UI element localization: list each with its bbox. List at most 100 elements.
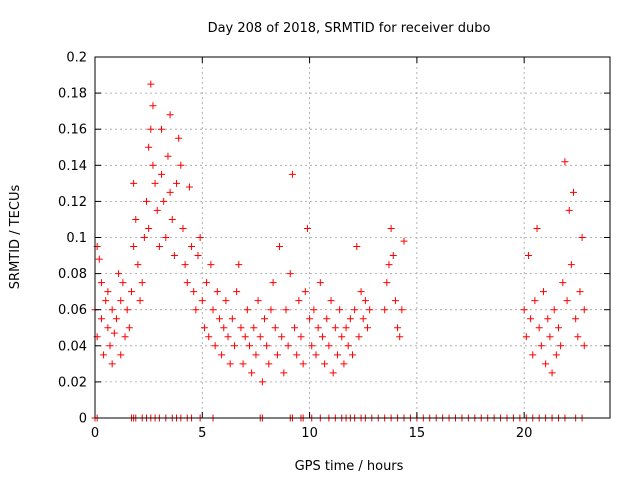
data-point	[535, 324, 543, 332]
data-point	[316, 279, 324, 287]
data-point	[555, 324, 562, 332]
data-point	[177, 161, 185, 169]
data-point	[205, 333, 213, 341]
data-point	[346, 315, 354, 323]
data-point	[147, 80, 155, 88]
data-point	[353, 243, 361, 251]
data-point	[284, 342, 292, 350]
plot-frame	[94, 56, 611, 419]
data-point	[140, 234, 148, 241]
data-point	[318, 333, 326, 341]
data-point	[359, 315, 367, 323]
data-point	[544, 315, 552, 323]
data-point	[563, 297, 571, 305]
data-point	[269, 279, 277, 287]
data-point	[106, 342, 114, 350]
data-point	[520, 306, 528, 314]
x-tick-label: 5	[198, 426, 206, 441]
data-point	[134, 261, 142, 269]
data-point	[331, 324, 339, 332]
tick-labels: 0 0.02 0.04 0.06 0.08 0.1 0.12 0.14 0.16 0.18 0.2 0…	[58, 51, 532, 442]
data-point	[261, 315, 269, 323]
data-point	[95, 255, 103, 263]
data-point	[387, 224, 395, 232]
data-point	[288, 170, 296, 178]
data-point	[100, 351, 108, 359]
y-tick-label: 0.02	[58, 375, 87, 390]
grid	[95, 57, 610, 418]
data-point	[565, 206, 573, 214]
data-point	[196, 234, 204, 241]
data-point	[104, 324, 112, 332]
data-point	[357, 288, 365, 296]
data-point	[574, 333, 582, 341]
data-point	[145, 143, 153, 151]
data-point	[115, 270, 123, 278]
data-point	[381, 306, 389, 314]
data-point	[580, 342, 588, 350]
data-point	[349, 351, 356, 359]
data-point	[539, 288, 547, 296]
data-point	[143, 197, 150, 205]
data-point	[166, 188, 174, 196]
x-tick-label: 10	[301, 426, 318, 441]
data-point	[293, 351, 301, 359]
data-point	[282, 306, 290, 314]
data-point	[522, 333, 530, 341]
data-point	[97, 315, 105, 323]
data-point	[286, 270, 294, 278]
data-point	[192, 306, 200, 314]
data-point	[338, 333, 346, 341]
data-point	[327, 297, 335, 305]
data-point	[548, 369, 556, 377]
data-point	[168, 215, 176, 223]
x-tick-label: 15	[409, 426, 426, 441]
data-point	[228, 315, 236, 323]
data-point	[303, 224, 311, 232]
data-point	[198, 297, 206, 305]
data-points	[91, 80, 588, 422]
data-point	[125, 324, 133, 332]
data-point	[537, 342, 545, 350]
data-point	[394, 324, 402, 332]
data-point	[203, 279, 211, 287]
data-point	[273, 351, 281, 359]
y-tick-label: 0.06	[58, 303, 87, 318]
data-point	[218, 351, 226, 359]
data-point	[224, 333, 232, 341]
data-point	[166, 111, 174, 119]
data-point	[207, 261, 215, 269]
data-point	[132, 215, 140, 223]
data-point	[361, 297, 369, 305]
data-point	[213, 288, 221, 296]
y-tick-label: 0.08	[58, 267, 87, 282]
data-point	[263, 342, 271, 350]
data-point	[127, 288, 135, 296]
data-point	[385, 261, 393, 269]
data-point	[226, 360, 234, 368]
data-point	[254, 297, 262, 305]
data-point	[267, 306, 275, 314]
data-point	[237, 324, 245, 332]
data-point	[170, 252, 178, 260]
data-point	[572, 315, 580, 323]
data-point	[306, 315, 314, 323]
data-point	[119, 279, 127, 287]
data-point	[323, 315, 331, 323]
data-point	[136, 297, 144, 305]
x-axis-label: GPS time / hours	[295, 459, 404, 474]
data-point	[97, 279, 105, 287]
data-point	[546, 333, 554, 341]
data-point	[578, 234, 586, 241]
data-point	[241, 333, 249, 341]
data-point	[355, 333, 363, 341]
data-point	[188, 243, 196, 251]
data-point	[158, 170, 166, 178]
data-point	[230, 342, 238, 350]
data-point	[529, 351, 537, 359]
data-point	[149, 102, 157, 110]
data-point	[321, 360, 329, 368]
data-point	[252, 351, 260, 359]
data-point	[130, 179, 138, 187]
